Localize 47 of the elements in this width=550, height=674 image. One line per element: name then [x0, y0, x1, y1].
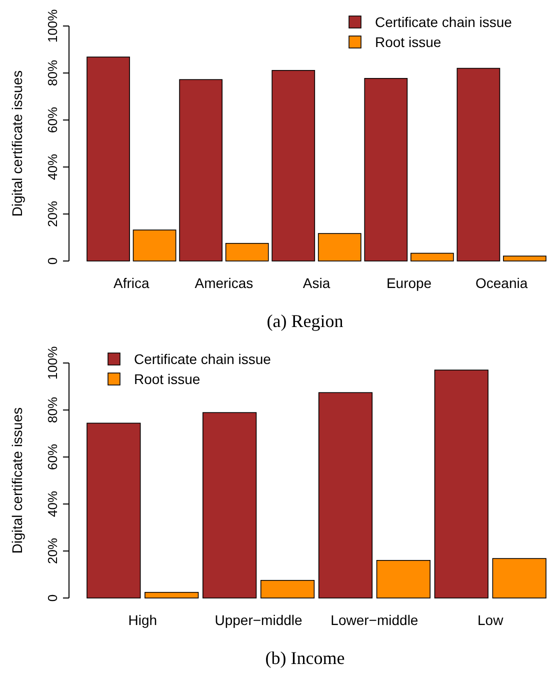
x-tick-label: Americas	[194, 275, 254, 291]
bar	[503, 256, 546, 262]
legend-label: Root issue	[375, 34, 442, 50]
y-axis-title: Digital certificate issues	[9, 70, 25, 217]
bar	[86, 56, 130, 262]
legend-label: Certificate chain issue	[134, 351, 272, 367]
bar	[376, 560, 430, 598]
y-tick-label: 80%	[45, 396, 60, 424]
legend-label: Certificate chain issue	[375, 14, 512, 30]
text: (b) Income	[265, 648, 345, 668]
bar	[318, 392, 373, 598]
x-tick-label: Africa	[114, 275, 150, 291]
y-tick-label: 60%	[45, 444, 60, 470]
legend-label: Root issue	[134, 371, 200, 387]
y-tick-label: 0	[45, 257, 60, 265]
y-tick-label: 100%	[45, 8, 60, 43]
bar	[260, 580, 315, 598]
x-tick-label: Europe	[386, 275, 432, 291]
y-tick-label: 20%	[45, 538, 60, 564]
y-tick-label: 40%	[45, 490, 60, 518]
x-tick-label: Lower−middle	[330, 612, 418, 628]
bar	[364, 78, 408, 262]
bar	[86, 422, 141, 598]
y-tick-label: 40%	[45, 154, 60, 180]
x-tick-label: Low	[478, 612, 504, 628]
bar	[179, 79, 223, 262]
bar	[144, 592, 199, 598]
text: (a) Region	[266, 311, 344, 331]
bar	[410, 252, 454, 262]
x-tick-label: Asia	[302, 275, 330, 291]
bar	[225, 242, 269, 262]
bar	[202, 412, 257, 598]
bar	[434, 370, 488, 598]
y-tick-label: 80%	[45, 60, 60, 86]
x-tick-label: Upper−middle	[214, 612, 303, 628]
y-tick-label: 20%	[45, 200, 60, 228]
bar	[272, 70, 316, 262]
y-axis-title: Digital certificate issues	[9, 407, 25, 554]
bar	[456, 68, 500, 262]
bar	[318, 233, 362, 262]
y-tick-label: 0	[45, 594, 60, 602]
bar	[492, 558, 546, 598]
bar	[132, 230, 176, 262]
y-tick-label: 100%	[45, 346, 60, 380]
x-tick-label: Oceania	[476, 275, 528, 291]
y-tick-label: 60%	[45, 106, 60, 134]
x-tick-label: High	[128, 612, 158, 628]
